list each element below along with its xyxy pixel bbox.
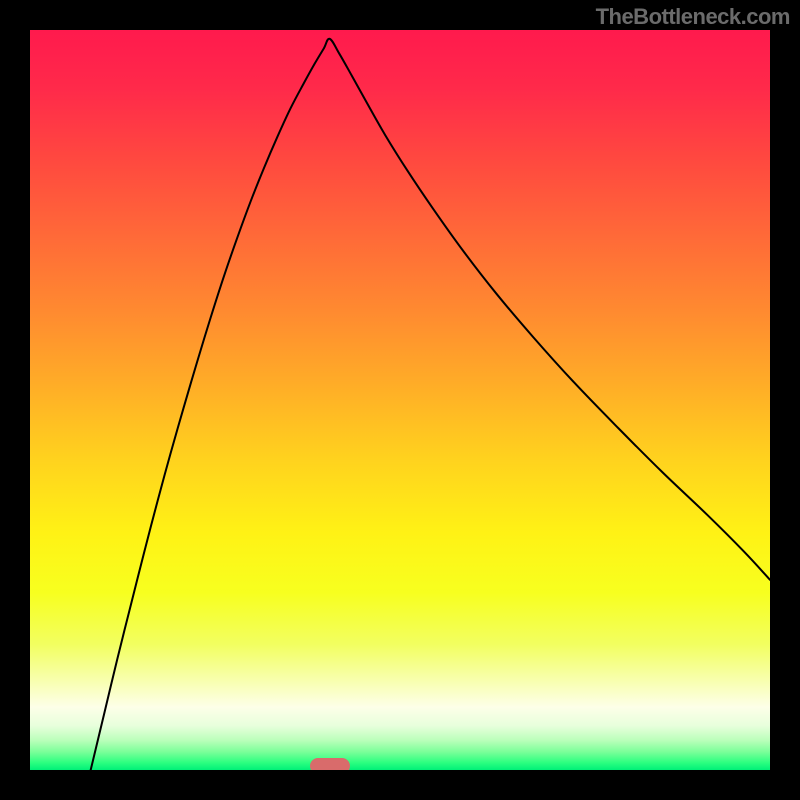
plot-area [30, 30, 770, 770]
watermark-text: TheBottleneck.com [596, 4, 790, 30]
chart-container: TheBottleneck.com [0, 0, 800, 800]
bottleneck-marker [310, 758, 350, 770]
bottleneck-curve [30, 30, 770, 770]
